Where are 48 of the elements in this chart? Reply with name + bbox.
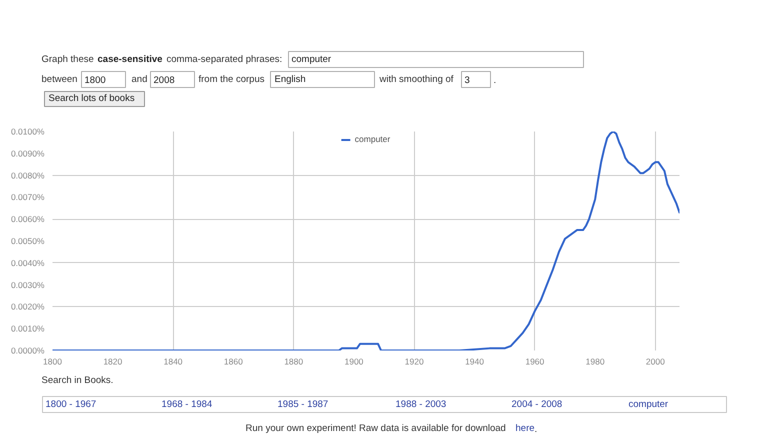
y-tick-label: 0.0040% [10, 258, 45, 268]
text: 1985 - 1987 [278, 399, 328, 410]
text: between [42, 74, 78, 85]
x-tick-label: 1980 [586, 356, 605, 366]
text: from the corpus [198, 74, 265, 85]
y-tick-label: 0.0070% [10, 192, 45, 202]
text: case-sensitive [98, 54, 162, 65]
text: computer [292, 54, 332, 65]
y-tick-label: 0.0090% [10, 148, 45, 158]
x-tick-label: 1840 [164, 356, 183, 366]
text: 1800 [84, 75, 106, 86]
text: here [516, 423, 535, 434]
x-tick-label: 1880 [284, 356, 304, 366]
text: English [274, 74, 306, 85]
text: Search in Books. [42, 375, 114, 386]
y-tick-label: 0.0000% [10, 346, 45, 356]
text: 1968 - 1984 [162, 399, 212, 410]
text: 2008 [154, 75, 175, 86]
line-series [52, 132, 680, 350]
text: 3 [464, 75, 470, 86]
x-tick-label: 1940 [465, 356, 484, 366]
text: 1988 - 2003 [396, 399, 446, 410]
text: Search lots of books [48, 93, 135, 104]
text: with smoothing of [378, 74, 454, 85]
text: comma-separated phrases: [166, 54, 282, 65]
text: Graph these [42, 54, 94, 65]
x-tick-label: 1900 [344, 356, 364, 366]
y-tick-label: 0.0030% [10, 280, 45, 290]
y-tick-label: 0.0080% [10, 170, 45, 180]
legend-label: computer [354, 134, 390, 144]
text: . [534, 424, 538, 435]
x-tick-label: 1860 [224, 356, 244, 366]
x-tick-label: 1960 [525, 356, 545, 366]
y-tick-label: 0.0020% [10, 302, 45, 312]
y-tick-label: 0.0050% [10, 236, 45, 246]
text: . [494, 75, 496, 86]
text: computer [628, 399, 668, 410]
y-tick-label: 0.0060% [10, 214, 45, 224]
text: Run your own experiment! Raw data is available for download [246, 423, 506, 434]
y-tick-label: 0.0100% [10, 126, 45, 136]
x-tick-label: 1820 [103, 356, 123, 366]
text: 2004 - 2008 [512, 399, 562, 410]
x-tick-label: 1800 [43, 356, 62, 366]
x-tick-label: 2000 [646, 356, 666, 366]
text: 1800 - 1967 [46, 399, 96, 410]
x-tick-label: 1920 [404, 356, 424, 366]
text: and [132, 74, 148, 85]
y-tick-label: 0.0010% [10, 324, 45, 334]
